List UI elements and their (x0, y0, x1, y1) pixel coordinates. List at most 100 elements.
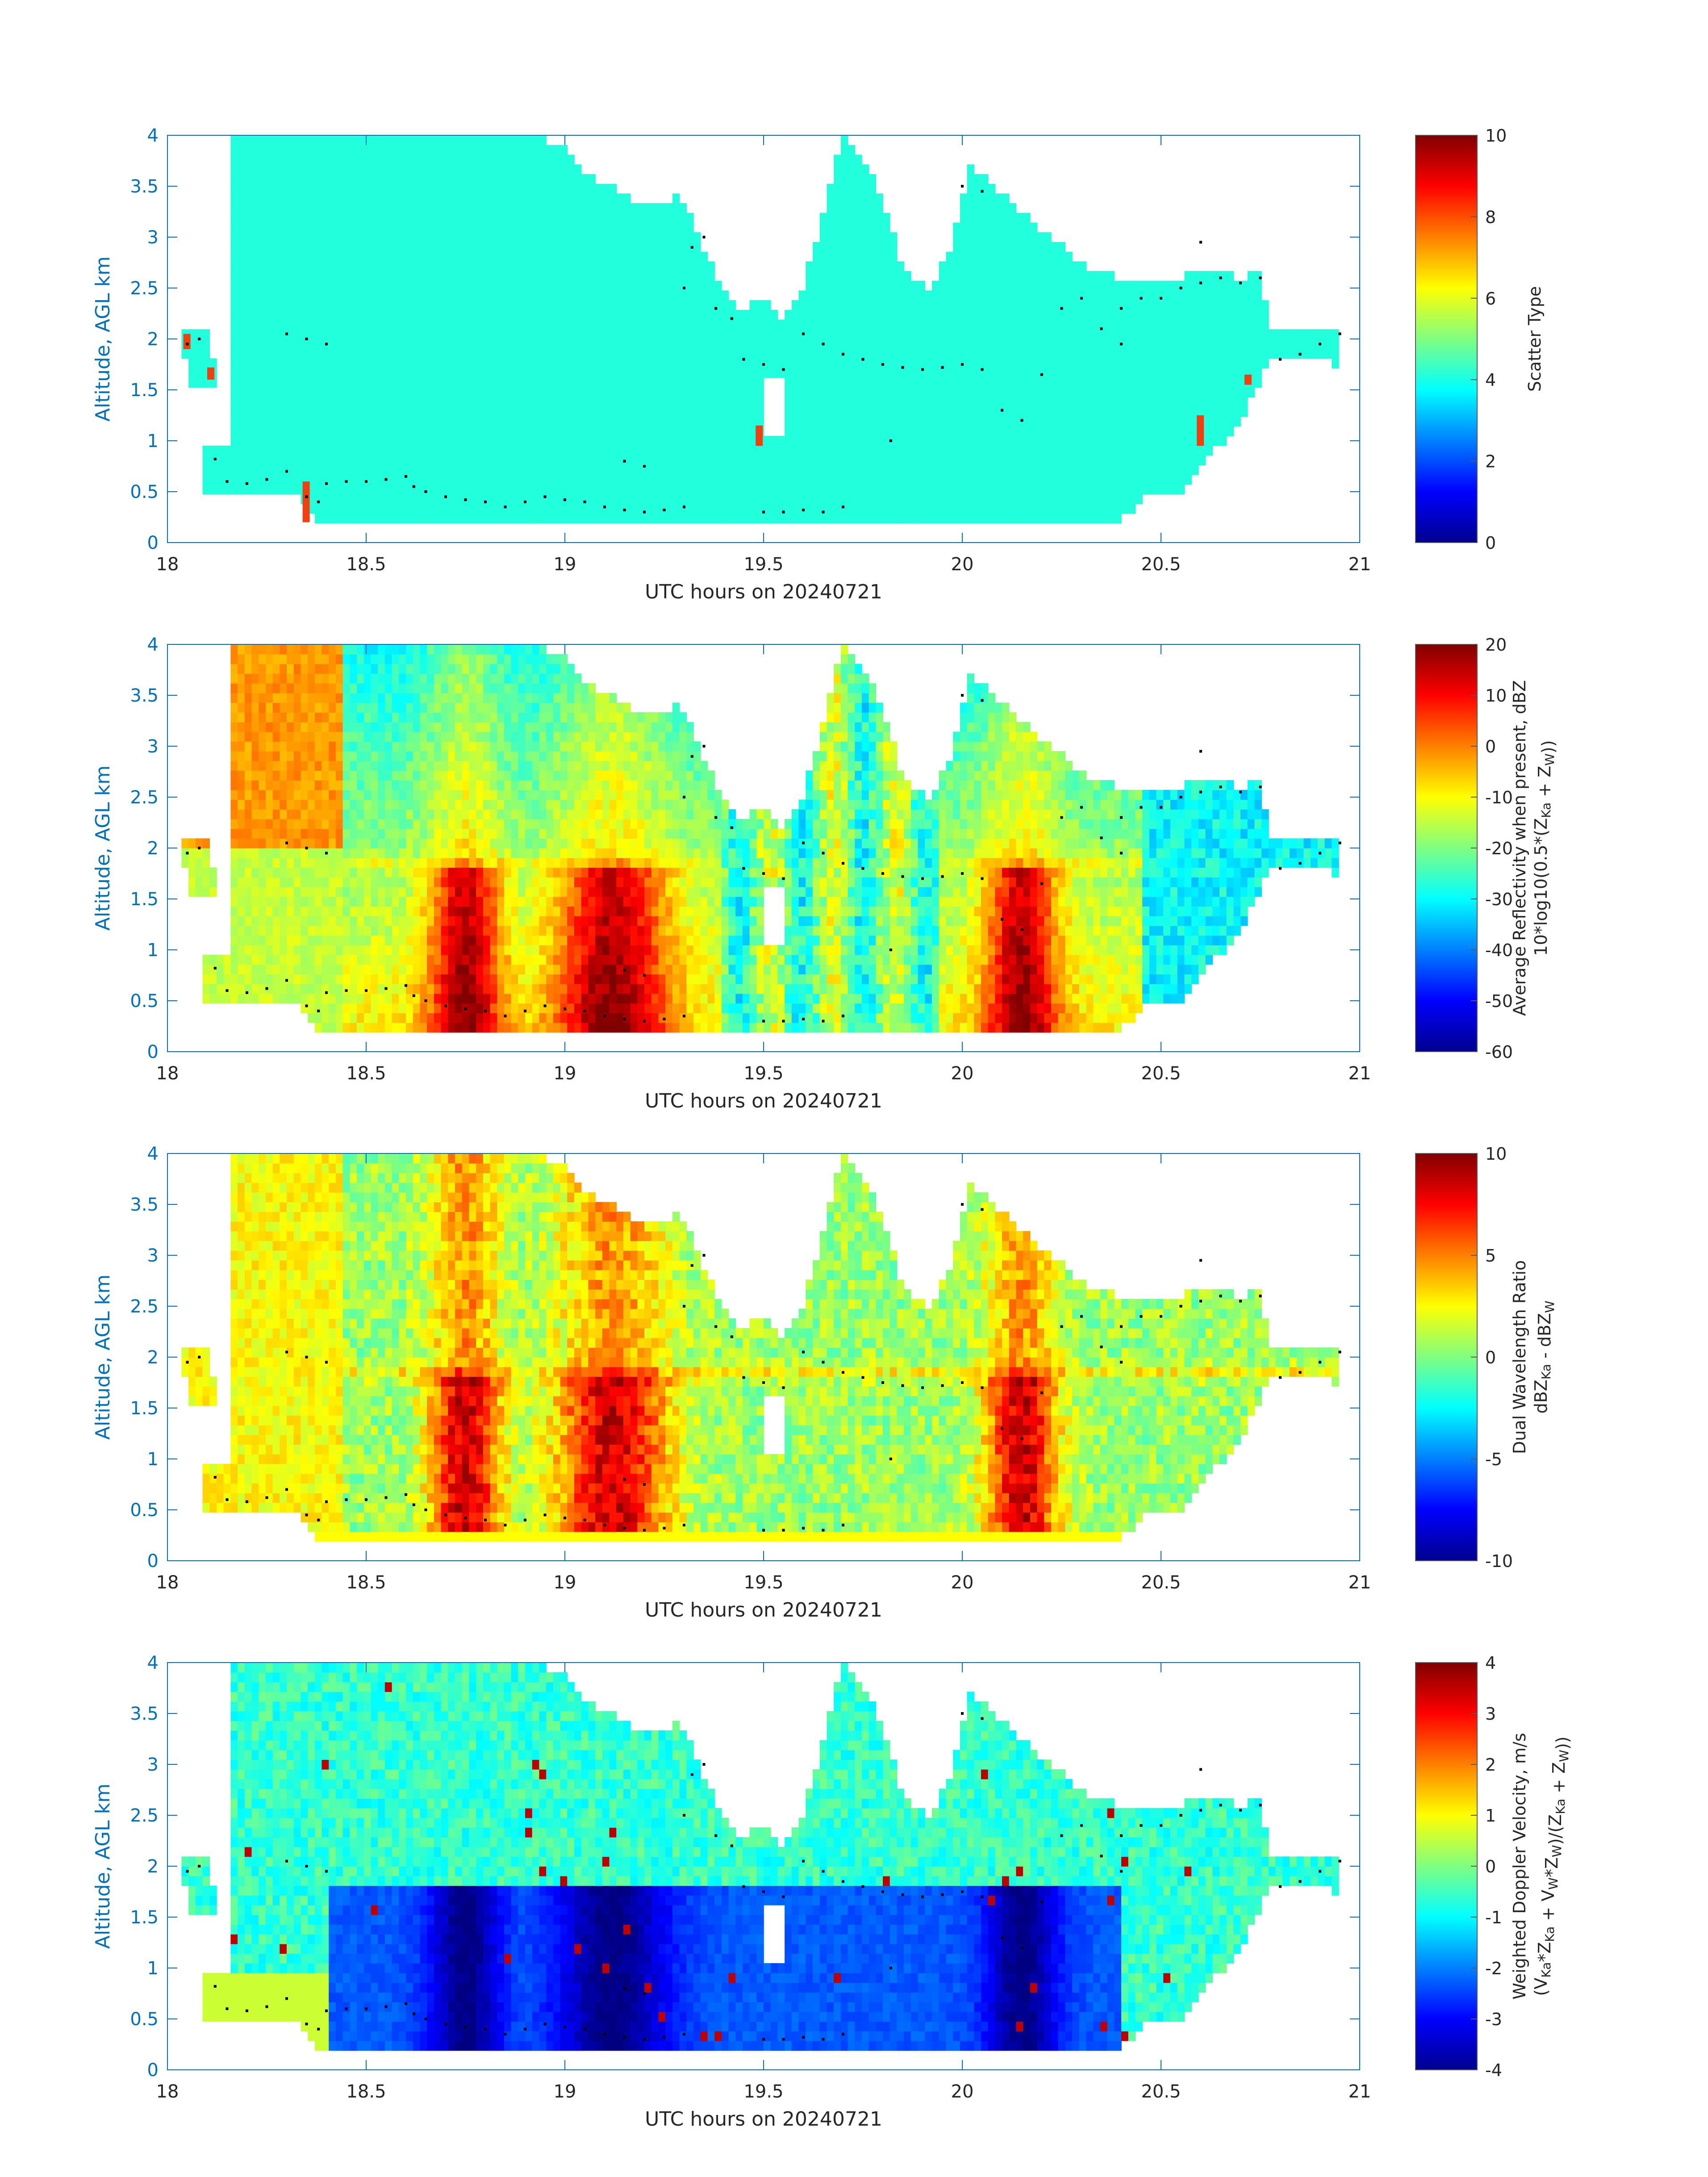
heatmap-cell (1170, 416, 1178, 427)
heatmap-cell (1163, 339, 1171, 349)
heatmap-cell (314, 358, 322, 368)
heatmap-cell (1240, 397, 1248, 407)
heatmap-cell (1030, 504, 1038, 514)
heatmap-cell (265, 319, 273, 330)
heatmap-cell (413, 184, 421, 194)
heatmap-cell (889, 436, 898, 446)
heatmap-cell (314, 416, 322, 427)
heatmap-cell (504, 135, 512, 146)
heatmap-cell (946, 504, 953, 514)
heatmap-cell (742, 348, 750, 359)
heatmap-cell (630, 513, 638, 524)
heatmap-cell (1072, 368, 1080, 378)
heatmap-cell (967, 387, 974, 398)
heatmap-cell (434, 484, 442, 495)
heatmap-cell (1261, 348, 1269, 359)
heatmap-cell (946, 348, 953, 359)
heatmap-cell (448, 213, 455, 223)
heatmap-cell (413, 319, 421, 330)
heatmap-cell (623, 348, 631, 359)
heatmap-cell (883, 377, 890, 388)
heatmap-cell (378, 164, 385, 175)
heatmap-cell (1212, 280, 1220, 291)
heatmap-cell (244, 339, 252, 349)
overlay-dot (1140, 297, 1143, 300)
heatmap-cell (581, 368, 589, 378)
heatmap-cell (609, 184, 617, 194)
heatmap-cell (939, 513, 947, 524)
heatmap-cell (259, 135, 266, 146)
heatmap-cell (357, 407, 364, 417)
heatmap-cell (644, 290, 652, 301)
heatmap-cell (953, 465, 960, 475)
heatmap-cell (1226, 329, 1234, 339)
heatmap-cell (974, 242, 981, 252)
heatmap-cell (560, 407, 568, 417)
heatmap-cell (630, 203, 638, 213)
heatmap-cell (378, 455, 385, 466)
heatmap-cell (1072, 445, 1080, 456)
heatmap-cell (293, 213, 301, 223)
heatmap-cell (1016, 397, 1023, 407)
heatmap-cell (791, 348, 799, 359)
heatmap-cell (623, 213, 631, 223)
heatmap-cell (588, 232, 596, 242)
heatmap-cell (1086, 368, 1094, 378)
heatmap-cell (883, 213, 890, 223)
heatmap-cell (272, 213, 280, 223)
heatmap-cell (490, 484, 497, 495)
heatmap-cell (238, 867, 245, 877)
overlay-dot (285, 470, 288, 473)
heatmap-cell (1128, 358, 1136, 368)
heatmap-cell (840, 504, 848, 514)
y-tick-label: 2 (147, 329, 159, 350)
heatmap-cell (925, 387, 932, 398)
heatmap-cell (371, 309, 378, 320)
heatmap-cell (357, 416, 364, 427)
heatmap-cell (455, 377, 463, 388)
heatmap-cell (202, 848, 210, 858)
heatmap-cell (314, 242, 322, 252)
heatmap-cell (392, 387, 400, 398)
heatmap-cell (1205, 426, 1213, 436)
heatmap-cell (392, 484, 400, 495)
heatmap-cell (363, 426, 372, 436)
heatmap-cell (1037, 251, 1044, 262)
heatmap-cell (819, 290, 827, 301)
heatmap-cell (869, 213, 877, 223)
heatmap-cell (532, 397, 540, 407)
heatmap-cell (1296, 329, 1304, 339)
heatmap-cell (848, 242, 855, 252)
heatmap-cell (967, 309, 974, 320)
heatmap-cell (848, 368, 855, 378)
heatmap-cell (728, 300, 736, 310)
heatmap-cell (230, 828, 238, 839)
heatmap-cell (658, 280, 666, 291)
heatmap-cell (462, 300, 470, 310)
heatmap-cell (244, 484, 252, 495)
heatmap-cell (1072, 348, 1080, 359)
heatmap-cell (1051, 504, 1059, 514)
heatmap-cell (931, 280, 940, 291)
heatmap-cell (272, 184, 280, 194)
heatmap-cell (1198, 387, 1206, 398)
heatmap-cell (1030, 309, 1038, 320)
heatmap-cell (483, 203, 491, 213)
heatmap-cell (490, 358, 497, 368)
heatmap-cell (904, 494, 911, 504)
heatmap-cell (616, 242, 624, 252)
heatmap-cell (1226, 416, 1234, 427)
heatmap-cell (974, 504, 981, 514)
heatmap-cell (448, 339, 455, 349)
heatmap-cell (574, 242, 582, 252)
heatmap-cell (476, 251, 484, 262)
heatmap-cell (651, 445, 659, 456)
heatmap-cell (1212, 348, 1220, 359)
overlay-dot (861, 358, 864, 361)
heatmap-cell (1184, 271, 1192, 281)
heatmap-cell (630, 290, 638, 301)
heatmap-cell (1114, 494, 1122, 504)
heatmap-cell (1016, 213, 1023, 223)
heatmap-cell (651, 436, 659, 446)
overlay-dot (1080, 297, 1083, 300)
